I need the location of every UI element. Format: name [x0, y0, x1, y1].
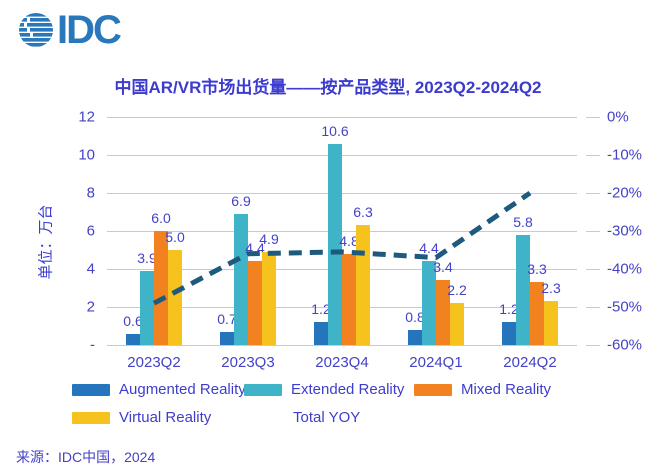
gridline — [107, 116, 577, 118]
y-axis-right-label: -30% — [607, 222, 643, 240]
y-axis-left-label: 10 — [78, 146, 95, 164]
bar — [502, 322, 516, 345]
legend-label: Extended Reality — [291, 381, 405, 398]
right-axis-tick — [586, 154, 600, 156]
bar — [450, 303, 464, 345]
legend-label: Virtual Reality — [119, 409, 212, 426]
idc-globe-icon — [19, 13, 53, 47]
bar-value-label: 2.2 — [447, 282, 467, 299]
bar-value-label: 10.6 — [321, 122, 349, 139]
bar — [544, 301, 558, 345]
bar — [248, 261, 262, 345]
bar — [220, 331, 234, 345]
right-axis-tick — [586, 306, 600, 308]
y-axis-right-label: 0% — [607, 108, 629, 126]
idc-logo: IDC — [18, 8, 122, 52]
bar — [126, 333, 140, 345]
bar-value-label: 4.4 — [419, 240, 439, 257]
right-axis-tick — [586, 116, 600, 118]
bar — [436, 280, 450, 345]
total-yoy-line — [152, 190, 532, 306]
bar-value-label: 6.0 — [151, 210, 171, 226]
bar-value-label: 2.3 — [541, 280, 561, 297]
bar-value-label: 5.0 — [165, 229, 185, 245]
legend-swatch — [414, 383, 452, 396]
bar-value-label: 6.9 — [231, 192, 251, 209]
legend-item: Extended Reality — [244, 381, 414, 398]
legend-swatch — [244, 383, 282, 396]
y-axis-right-label: -50% — [607, 298, 643, 316]
right-axis-tick — [586, 344, 600, 346]
legend-label: Total YOY — [293, 409, 361, 426]
right-axis-tick — [586, 268, 600, 270]
bar — [530, 282, 544, 345]
gridline — [107, 192, 577, 194]
legend: Augmented Reality Extended Reality Mixed R… — [72, 381, 551, 426]
idc-logo-text: IDC — [57, 8, 122, 52]
gridline — [107, 344, 577, 346]
bar — [168, 250, 182, 345]
legend-label: Mixed Reality — [461, 381, 552, 398]
bar-value-label: 0.6 — [123, 312, 143, 329]
bar-value-label: 3.3 — [527, 261, 547, 278]
bar-value-label: 6.3 — [353, 204, 373, 221]
bar — [234, 213, 248, 345]
legend-item: Augmented Reality — [72, 381, 246, 398]
gridline — [107, 154, 577, 156]
legend-swatch — [72, 383, 110, 396]
bar — [154, 231, 168, 345]
y-axis-left-label: 4 — [86, 260, 95, 278]
y-axis-right-label: -20% — [607, 184, 643, 202]
bar-value-label: 3.4 — [433, 259, 453, 276]
bar-value-label: 4.8 — [339, 232, 359, 249]
bar-value-label: 5.8 — [513, 213, 533, 230]
chart-title: 中国AR/VR市场出货量——按产品类型, 2023Q2-2024Q2 — [114, 78, 542, 97]
legend-item: Mixed Reality — [414, 381, 551, 398]
bar — [262, 251, 276, 345]
y-axis-right-label: -60% — [607, 336, 643, 354]
bar — [328, 143, 342, 345]
source-note: 来源：IDC中国，2024 — [16, 449, 156, 465]
legend-item-total-yoy: Total YOY — [244, 409, 414, 426]
bar — [342, 253, 356, 345]
legend-label: Augmented Reality — [119, 381, 246, 398]
y-axis-left-label: 2 — [86, 298, 95, 316]
bar — [422, 261, 436, 345]
legend-item: Virtual Reality — [72, 409, 244, 426]
bar-value-label: 1.2 — [499, 301, 519, 318]
gridline — [107, 230, 577, 232]
right-axis-tick — [586, 230, 600, 232]
bar-value-label: 0.8 — [405, 308, 425, 325]
x-axis-label: 2023Q4 — [315, 354, 369, 371]
bar-value-label: 4.9 — [259, 230, 279, 247]
y-axis-left-label: - — [90, 336, 95, 354]
right-axis-tick — [586, 192, 600, 194]
globe-stripes — [19, 13, 53, 47]
bar — [516, 234, 530, 345]
bar-value-label: 3.9 — [137, 249, 157, 266]
x-axis-label: 2024Q2 — [503, 354, 557, 371]
x-axis-label: 2023Q3 — [221, 354, 275, 371]
bar — [314, 322, 328, 345]
legend-swatch — [72, 411, 110, 424]
bar — [408, 329, 422, 345]
y-axis-right-label: -10% — [607, 146, 643, 164]
x-axis-label: 2024Q1 — [409, 354, 463, 371]
bar-value-label: 1.2 — [311, 301, 331, 318]
y-axis-left-label: 6 — [86, 222, 95, 240]
plot-area: 12 0% 10 -10% 8 -20% 6 -30% 4 -40% 2 -50% - -60% 0.6 0.… — [78, 109, 642, 372]
bar-value-label: 0.7 — [217, 310, 237, 327]
y-axis-right-label: -40% — [607, 260, 643, 278]
y-axis-left-label: 8 — [86, 184, 95, 202]
bar — [140, 270, 154, 345]
y-axis-left-label: 12 — [78, 108, 95, 126]
x-axis-label: 2023Q2 — [127, 354, 181, 371]
